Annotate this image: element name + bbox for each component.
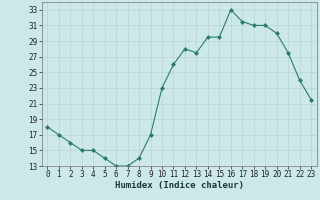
X-axis label: Humidex (Indice chaleur): Humidex (Indice chaleur): [115, 181, 244, 190]
